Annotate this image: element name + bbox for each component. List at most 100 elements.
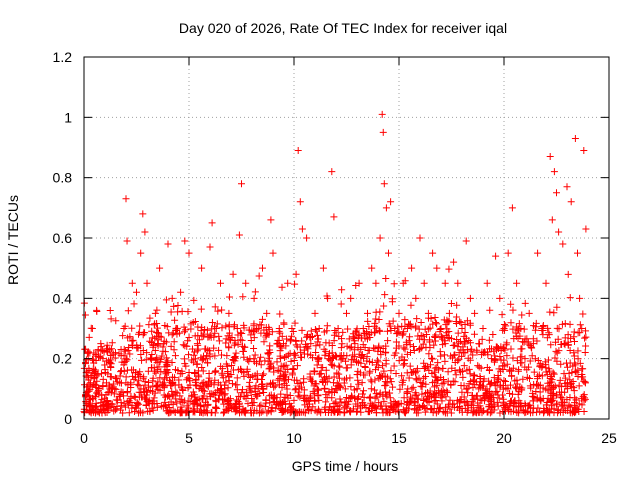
data-point [134, 344, 142, 352]
data-point [355, 380, 363, 388]
data-point [395, 357, 403, 365]
data-point [307, 375, 315, 383]
data-point [385, 320, 393, 328]
data-point [259, 264, 266, 272]
data-point [95, 409, 103, 417]
data-point [485, 366, 493, 374]
data-point [514, 367, 522, 375]
data-point [371, 394, 379, 402]
data-point [185, 334, 193, 342]
data-point [252, 392, 260, 400]
data-point [438, 334, 446, 342]
y-tick-label: 0.4 [53, 290, 73, 306]
data-point [492, 252, 500, 260]
data-point [555, 347, 563, 355]
data-point [273, 394, 281, 402]
data-point [90, 349, 98, 357]
data-point [359, 390, 367, 398]
data-point [152, 382, 160, 390]
data-point [456, 402, 464, 410]
data-point [508, 204, 516, 212]
data-point [380, 397, 388, 405]
data-point [426, 387, 434, 395]
data-point [135, 400, 143, 408]
data-point [445, 309, 453, 317]
data-point [156, 374, 164, 382]
data-point [194, 341, 202, 349]
data-point [517, 386, 525, 394]
data-point [311, 380, 319, 388]
data-point [137, 249, 145, 257]
data-point [122, 195, 130, 203]
data-point [577, 394, 585, 402]
data-point [293, 376, 301, 384]
data-point [534, 357, 542, 365]
data-point [444, 368, 452, 376]
data-point [512, 329, 520, 337]
data-point [135, 330, 143, 338]
data-point [557, 393, 565, 401]
data-point [531, 355, 539, 363]
data-point [456, 396, 464, 404]
data-point [101, 369, 109, 377]
data-point [466, 370, 474, 378]
data-point [339, 328, 347, 336]
data-point [570, 352, 578, 360]
data-point [222, 339, 230, 347]
data-point [337, 383, 345, 391]
data-point [133, 398, 141, 406]
data-point [311, 309, 319, 317]
data-point [465, 336, 473, 344]
data-point [450, 341, 458, 349]
data-point [504, 249, 512, 257]
data-point [246, 386, 254, 394]
data-point [93, 307, 101, 315]
data-point [266, 361, 274, 369]
data-point [276, 367, 284, 375]
data-point [382, 402, 390, 410]
data-point [469, 401, 477, 409]
data-point [159, 347, 167, 355]
data-point [278, 383, 286, 391]
data-point [388, 298, 396, 306]
data-point [436, 328, 444, 336]
data-point [227, 370, 235, 378]
data-point [267, 406, 275, 414]
data-point [506, 389, 514, 397]
data-point [441, 351, 449, 359]
data-point [225, 397, 233, 405]
data-point [164, 357, 172, 365]
data-point [171, 352, 179, 360]
data-point [117, 399, 125, 407]
data-point [139, 210, 147, 218]
data-point [519, 375, 527, 383]
data-point [189, 388, 197, 396]
data-point [411, 399, 419, 407]
data-point [424, 325, 432, 333]
data-point [464, 389, 472, 397]
data-point [477, 364, 485, 372]
data-point [571, 337, 579, 345]
data-point [580, 377, 588, 385]
data-point [351, 346, 359, 354]
data-point [574, 347, 582, 355]
data-point [112, 375, 120, 383]
data-point [328, 168, 336, 176]
data-point [455, 349, 463, 357]
data-point [125, 409, 133, 417]
data-point [190, 296, 198, 304]
data-point [435, 389, 443, 397]
data-point [487, 380, 495, 388]
data-point [352, 328, 360, 336]
data-point [357, 408, 365, 416]
data-point [190, 407, 198, 415]
data-point [390, 362, 398, 370]
data-point [178, 408, 186, 416]
data-point [198, 394, 206, 402]
data-point [405, 405, 413, 413]
data-point [501, 326, 509, 334]
data-point [435, 366, 443, 374]
data-point [333, 369, 341, 377]
data-point [126, 333, 134, 341]
data-point [453, 336, 461, 344]
